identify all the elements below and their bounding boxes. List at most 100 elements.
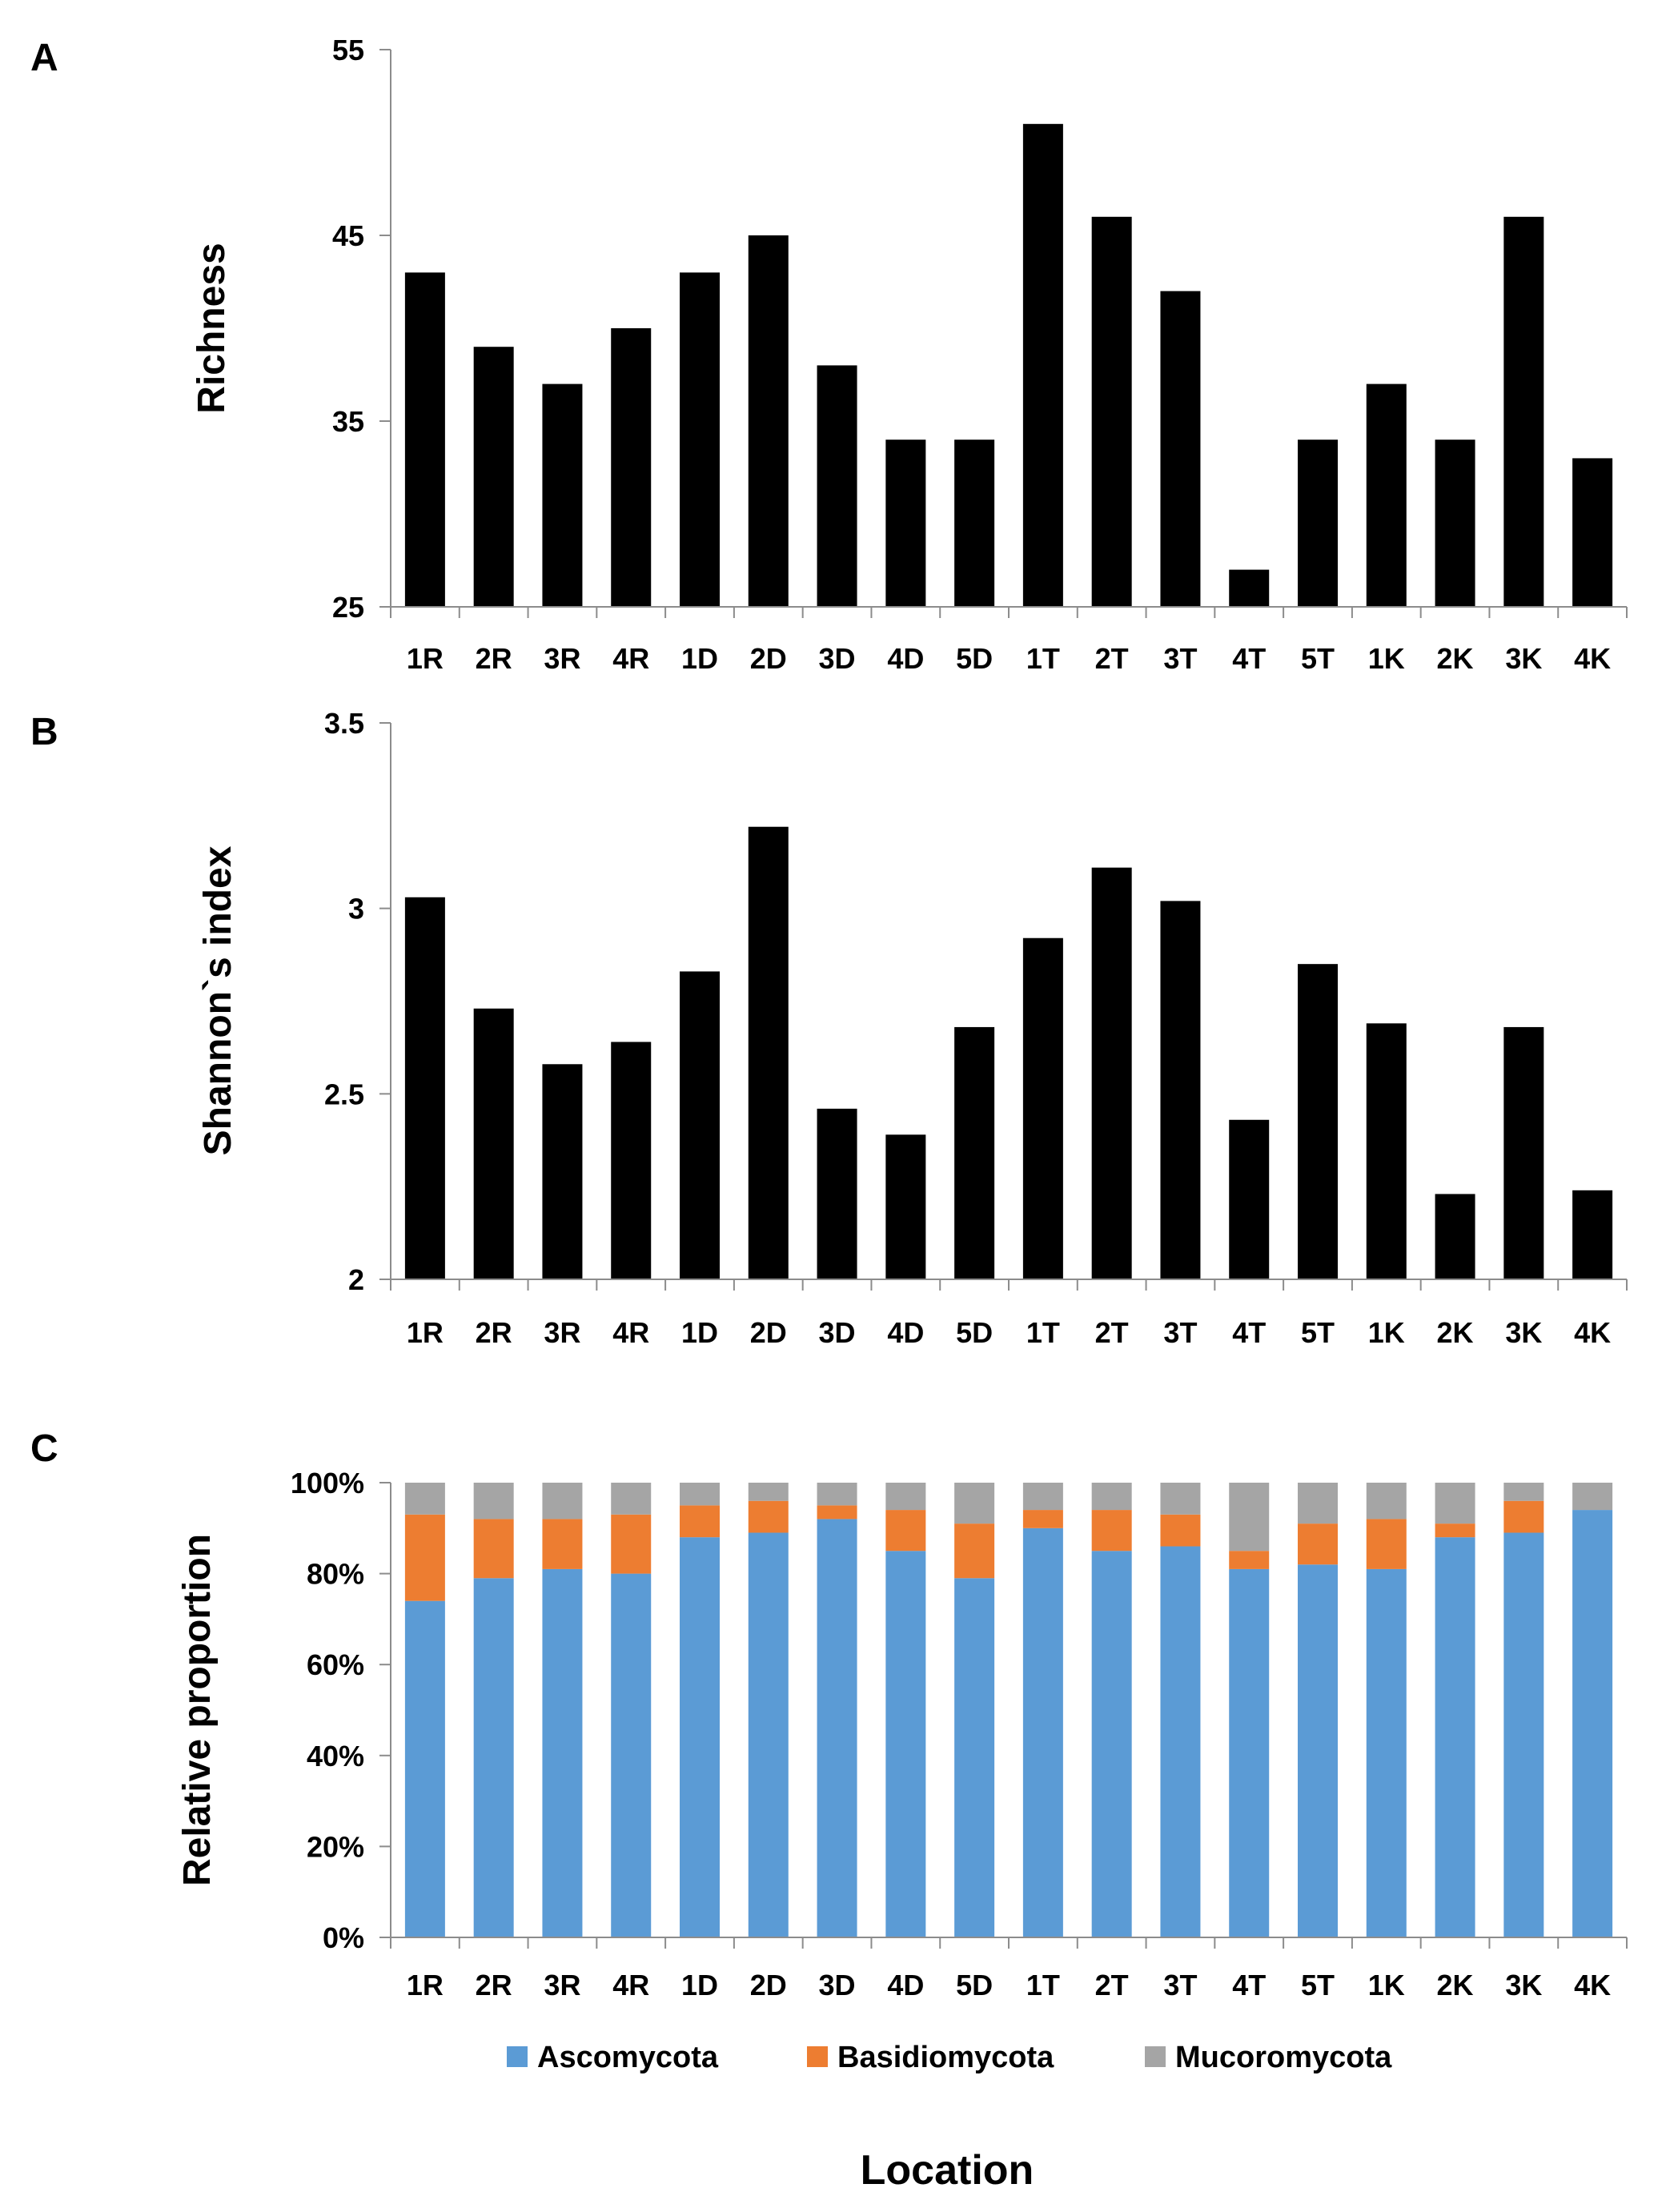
proportion-bar-basidiomycota-2T	[1091, 1510, 1132, 1552]
proportion-x-tick-label: 1K	[1368, 1969, 1405, 2001]
richness-y-tick-label: 55	[332, 34, 364, 66]
shannon-bar-1D	[680, 971, 720, 1279]
proportion-y-tick-label: 100%	[291, 1467, 364, 1499]
proportion-bar-basidiomycota-1K	[1366, 1519, 1407, 1569]
shannon-bar-3T	[1160, 901, 1201, 1279]
shannon-chart: Shannon`s index 1R 2R 3R 4R 1D 2D 3D 4D 5D 1T 2T 3T 4…	[197, 707, 1628, 1349]
proportion-x-tick-label: 4K	[1574, 1969, 1611, 2001]
proportion-x-tick-label: 1R	[407, 1969, 444, 2001]
richness-bar-1K	[1366, 383, 1407, 607]
proportion-bar-mucoromycota-3K	[1503, 1483, 1544, 1501]
proportion-y-tick-label: 60%	[307, 1648, 364, 1681]
proportion-bar-basidiomycota-4T	[1229, 1551, 1270, 1569]
x-axis-title: Location	[861, 2147, 1034, 2194]
proportion-bar-mucoromycota-1K	[1366, 1483, 1407, 1519]
richness-x-tick-label: 1K	[1368, 642, 1405, 675]
richness-x-tick-label: 2D	[750, 642, 787, 675]
richness-bar-2K	[1435, 440, 1475, 607]
proportion-bar-basidiomycota-2K	[1435, 1524, 1475, 1538]
proportion-bar-ascomycota-1D	[680, 1537, 720, 1937]
proportion-bar-mucoromycota-2K	[1435, 1483, 1475, 1524]
proportion-bar-ascomycota-1R	[404, 1600, 445, 1937]
proportion-y-tick-label: 0%	[323, 1921, 364, 1954]
shannon-x-tick-label: 4D	[887, 1316, 924, 1349]
legend-label-basidiomycota: Basidiomycota	[837, 2041, 1054, 2074]
proportion-bar-ascomycota-4R	[611, 1573, 652, 1937]
richness-x-tick-label: 3D	[819, 642, 856, 675]
shannon-bar-1K	[1366, 1023, 1407, 1279]
richness-x-tick-label: 2R	[476, 642, 512, 675]
richness-x-tick-label: 1T	[1026, 642, 1060, 675]
richness-x-tick-label: 1D	[681, 642, 718, 675]
proportion-bar-basidiomycota-2R	[473, 1519, 514, 1579]
proportion-bar-ascomycota-3D	[817, 1519, 857, 1937]
proportion-bar-mucoromycota-3D	[817, 1483, 857, 1506]
proportion-x-tick-label: 3D	[819, 1969, 856, 2001]
shannon-y-tick-label: 3	[348, 893, 364, 925]
shannon-bar-4T	[1229, 1119, 1270, 1279]
proportion-x-tick-label: 4T	[1232, 1969, 1266, 2001]
richness-y-tick-label: 35	[332, 405, 364, 438]
richness-x-tick-label: 1R	[407, 642, 444, 675]
proportion-bar-mucoromycota-2T	[1091, 1483, 1132, 1511]
proportion-x-tick-label: 1T	[1026, 1969, 1060, 2001]
proportion-bar-ascomycota-2T	[1091, 1551, 1132, 1937]
proportion-bar-mucoromycota-3R	[542, 1483, 583, 1519]
proportion-y-tick-label: 80%	[307, 1558, 364, 1591]
proportion-bar-basidiomycota-5T	[1298, 1524, 1338, 1565]
proportion-bar-ascomycota-2R	[473, 1578, 514, 1937]
shannon-x-tick-label: 1D	[681, 1316, 718, 1349]
shannon-x-tick-label: 4T	[1232, 1316, 1266, 1349]
proportion-y-axis-title: Relative proportion	[176, 1534, 219, 1886]
shannon-x-tick-label: 2K	[1437, 1316, 1474, 1349]
shannon-bar-5D	[954, 1026, 995, 1279]
shannon-x-tick-label: 3T	[1163, 1316, 1197, 1349]
shannon-x-tick-label: 2D	[750, 1316, 787, 1349]
proportion-bar-ascomycota-2K	[1435, 1537, 1475, 1937]
shannon-x-tick-label: 3D	[819, 1316, 856, 1349]
richness-bar-4K	[1572, 458, 1613, 607]
proportion-bar-ascomycota-3T	[1160, 1546, 1201, 1937]
proportion-bar-ascomycota-1T	[1022, 1528, 1063, 1937]
proportion-bar-mucoromycota-4D	[885, 1483, 926, 1511]
shannon-bar-2R	[473, 1008, 514, 1279]
proportion-bar-mucoromycota-4R	[611, 1483, 652, 1515]
shannon-bar-2D	[748, 826, 789, 1279]
proportion-bar-basidiomycota-3K	[1503, 1500, 1544, 1533]
shannon-y-axis-title: Shannon`s index	[197, 845, 239, 1155]
proportion-bar-ascomycota-5T	[1298, 1564, 1338, 1937]
proportion-bar-ascomycota-3R	[542, 1568, 583, 1937]
legend-swatch-ascomycota	[507, 2046, 528, 2067]
proportion-bar-ascomycota-4K	[1572, 1510, 1613, 1937]
proportion-bar-ascomycota-2D	[748, 1532, 789, 1937]
proportion-bar-basidiomycota-3R	[542, 1519, 583, 1569]
shannon-x-tick-label: 2T	[1095, 1316, 1129, 1349]
shannon-bar-1R	[404, 897, 445, 1279]
chart-legend: Ascomycota Basidiomycota Mucoromycota	[507, 2041, 1392, 2074]
richness-y-tick-label: 25	[332, 591, 364, 624]
shannon-x-tick-label: 1T	[1026, 1316, 1060, 1349]
richness-x-tick-label: 5D	[956, 642, 993, 675]
proportion-x-tick-label: 4R	[612, 1969, 649, 2001]
proportion-bar-mucoromycota-1R	[404, 1483, 445, 1515]
shannon-bar-1T	[1022, 937, 1063, 1279]
proportion-bar-mucoromycota-3T	[1160, 1483, 1201, 1515]
proportion-bar-basidiomycota-2D	[748, 1500, 789, 1533]
shannon-x-tick-label: 3R	[544, 1316, 580, 1349]
proportion-bar-mucoromycota-2R	[473, 1483, 514, 1519]
proportion-bar-mucoromycota-1T	[1022, 1483, 1063, 1511]
proportion-x-tick-label: 5T	[1301, 1969, 1335, 2001]
richness-x-tick-label: 2K	[1437, 642, 1474, 675]
proportion-bar-mucoromycota-5T	[1298, 1483, 1338, 1524]
richness-bar-2R	[473, 347, 514, 607]
shannon-bar-2K	[1435, 1194, 1475, 1279]
richness-bar-3K	[1503, 216, 1544, 607]
shannon-x-tick-label: 2R	[476, 1316, 512, 1349]
proportion-x-tick-label: 1D	[681, 1969, 718, 2001]
richness-bar-1D	[680, 272, 720, 607]
proportion-bar-ascomycota-4T	[1229, 1568, 1270, 1937]
proportion-x-tick-label: 2D	[750, 1969, 787, 2001]
shannon-bar-3D	[817, 1108, 857, 1279]
proportion-x-tick-label: 5D	[956, 1969, 993, 2001]
richness-bar-4D	[885, 440, 926, 607]
